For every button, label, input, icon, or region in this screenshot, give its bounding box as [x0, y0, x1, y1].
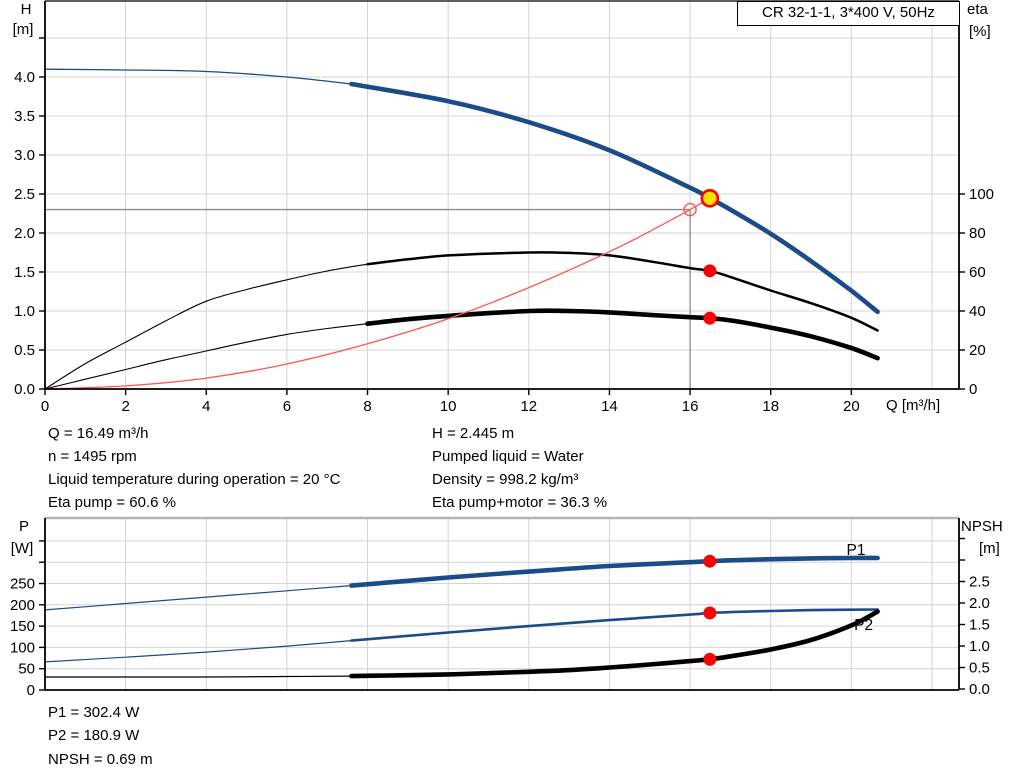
- svg-text:150: 150: [10, 618, 35, 635]
- svg-text:0.0: 0.0: [969, 681, 990, 698]
- info-density: Density = 998.2 kg/m³: [432, 471, 579, 488]
- svg-text:1.5: 1.5: [14, 264, 35, 281]
- axis-ticks: 0 50 100 150 200 250 0.0 0.5 1.0 1.5 2.0 2.5: [10, 537, 990, 699]
- p1-point: [703, 554, 717, 568]
- svg-text:12: 12: [520, 398, 537, 415]
- hq-curve-thin: [44, 68, 353, 85]
- p1-curve-thin: [44, 585, 352, 611]
- svg-text:2: 2: [121, 398, 129, 415]
- info-temperature: Liquid temperature during operation = 20…: [48, 471, 341, 488]
- svg-text:2.5: 2.5: [969, 574, 990, 591]
- info-p2: P2 = 180.9 W: [48, 727, 140, 744]
- svg-text:0: 0: [969, 381, 977, 398]
- npsh-curve: [44, 609, 880, 679]
- svg-text:1.5: 1.5: [969, 617, 990, 634]
- svg-text:0: 0: [41, 398, 49, 415]
- svg-text:80: 80: [969, 225, 986, 242]
- info-eta-pump: Eta pump = 60.6 %: [48, 494, 176, 511]
- npsh-curve-thin: [44, 675, 352, 678]
- eta-pump-curve: [44, 251, 879, 390]
- svg-text:20: 20: [969, 342, 986, 359]
- eta-pump-curve-thick: [366, 251, 879, 332]
- svg-text:100: 100: [10, 639, 35, 656]
- info-p1: P1 = 302.4 W: [48, 704, 140, 721]
- svg-text:2.0: 2.0: [14, 225, 35, 242]
- npsh-axis-title: NPSH: [961, 518, 1003, 535]
- axis-ticks: 0 2 4 6 8 10 12 14 16 18 20 0.0 0.5 1.0 1.5 2.0 2.5 3.0 3.…: [14, 37, 994, 415]
- eta-pump-curve-thin: [44, 263, 369, 390]
- eta-pump-motor-curve: [44, 308, 880, 390]
- svg-text:3.5: 3.5: [14, 108, 35, 125]
- svg-text:0.5: 0.5: [14, 342, 35, 359]
- gridlines: [45, 518, 959, 690]
- eta-axis-title: eta: [967, 1, 988, 18]
- system-curve: [44, 197, 711, 390]
- info-speed: n = 1495 rpm: [48, 448, 137, 465]
- pump-model-label: CR 32-1-1, 3*400 V, 50Hz: [737, 1, 960, 26]
- p2-curve-label: P2: [854, 617, 873, 634]
- p1-curve-label: P1: [847, 542, 866, 559]
- svg-text:1.0: 1.0: [14, 303, 35, 320]
- svg-text:10: 10: [440, 398, 457, 415]
- p2-point: [703, 606, 717, 620]
- npsh-axis-unit: [m]: [979, 540, 1000, 557]
- svg-text:50: 50: [18, 661, 35, 678]
- svg-text:14: 14: [601, 398, 618, 415]
- chart-frame: [44, 0, 960, 390]
- info-npsh: NPSH = 0.69 m: [48, 751, 153, 768]
- eta-axis-unit: [%]: [969, 23, 991, 40]
- svg-text:16: 16: [682, 398, 699, 415]
- svg-text:18: 18: [762, 398, 779, 415]
- system-curve-line: [44, 197, 711, 390]
- hq-eta-chart: 0 2 4 6 8 10 12 14 16 18 20 0.0 0.5 1.0 1.5 2.0 2.5 3.0 3.…: [14, 0, 994, 415]
- svg-text:200: 200: [10, 597, 35, 614]
- svg-text:1.0: 1.0: [969, 638, 990, 655]
- eta-pump-motor-curve-thick: [365, 308, 880, 361]
- duty-crosshair: [45, 208, 691, 389]
- svg-text:8: 8: [363, 398, 371, 415]
- svg-text:6: 6: [283, 398, 291, 415]
- info-flow: Q = 16.49 m³/h: [48, 425, 149, 442]
- svg-text:2.5: 2.5: [14, 186, 35, 203]
- svg-text:0: 0: [27, 682, 35, 699]
- h-axis-title: H: [20, 1, 32, 18]
- svg-text:250: 250: [10, 576, 35, 593]
- h-axis-unit: [m]: [12, 21, 34, 38]
- npsh-point: [703, 652, 717, 666]
- hq-curve-thick: [349, 81, 880, 315]
- eta-pump-motor-point: [703, 311, 717, 325]
- npsh-curve-thick: [349, 609, 880, 679]
- svg-text:0.5: 0.5: [969, 660, 990, 677]
- info-head: H = 2.445 m: [432, 425, 515, 442]
- duty-point[interactable]: [700, 188, 720, 208]
- q-axis-title: Q [m³/h]: [886, 397, 941, 414]
- svg-text:4: 4: [202, 398, 210, 415]
- power-npsh-chart: P1 P2 0 50 100 150 200 250 0.0 0.5 1.0 1.5 2.0 2.5: [10, 516, 990, 699]
- eta-pump-point: [703, 264, 717, 278]
- svg-text:60: 60: [969, 264, 986, 281]
- svg-text:20: 20: [843, 398, 860, 415]
- eta-pump-motor-curve-thin: [44, 323, 369, 390]
- svg-text:3.0: 3.0: [14, 147, 35, 164]
- hq-curve: [44, 68, 880, 315]
- info-eta-pump-motor: Eta pump+motor = 36.3 %: [432, 494, 608, 511]
- svg-text:0.0: 0.0: [14, 381, 35, 398]
- p2-curve-thick: [350, 608, 879, 642]
- p-axis-title: P: [18, 518, 29, 535]
- requested-duty-point: [683, 202, 697, 217]
- svg-text:4.0: 4.0: [14, 69, 35, 86]
- info-liquid: Pumped liquid = Water: [432, 448, 584, 465]
- svg-text:2.0: 2.0: [969, 595, 990, 612]
- chart-frame: [44, 516, 960, 691]
- svg-text:40: 40: [969, 303, 986, 320]
- gridlines: [45, 1, 959, 389]
- p2-curve-thin: [44, 640, 352, 663]
- svg-text:100: 100: [969, 186, 994, 203]
- p-axis-unit: [W]: [10, 540, 34, 557]
